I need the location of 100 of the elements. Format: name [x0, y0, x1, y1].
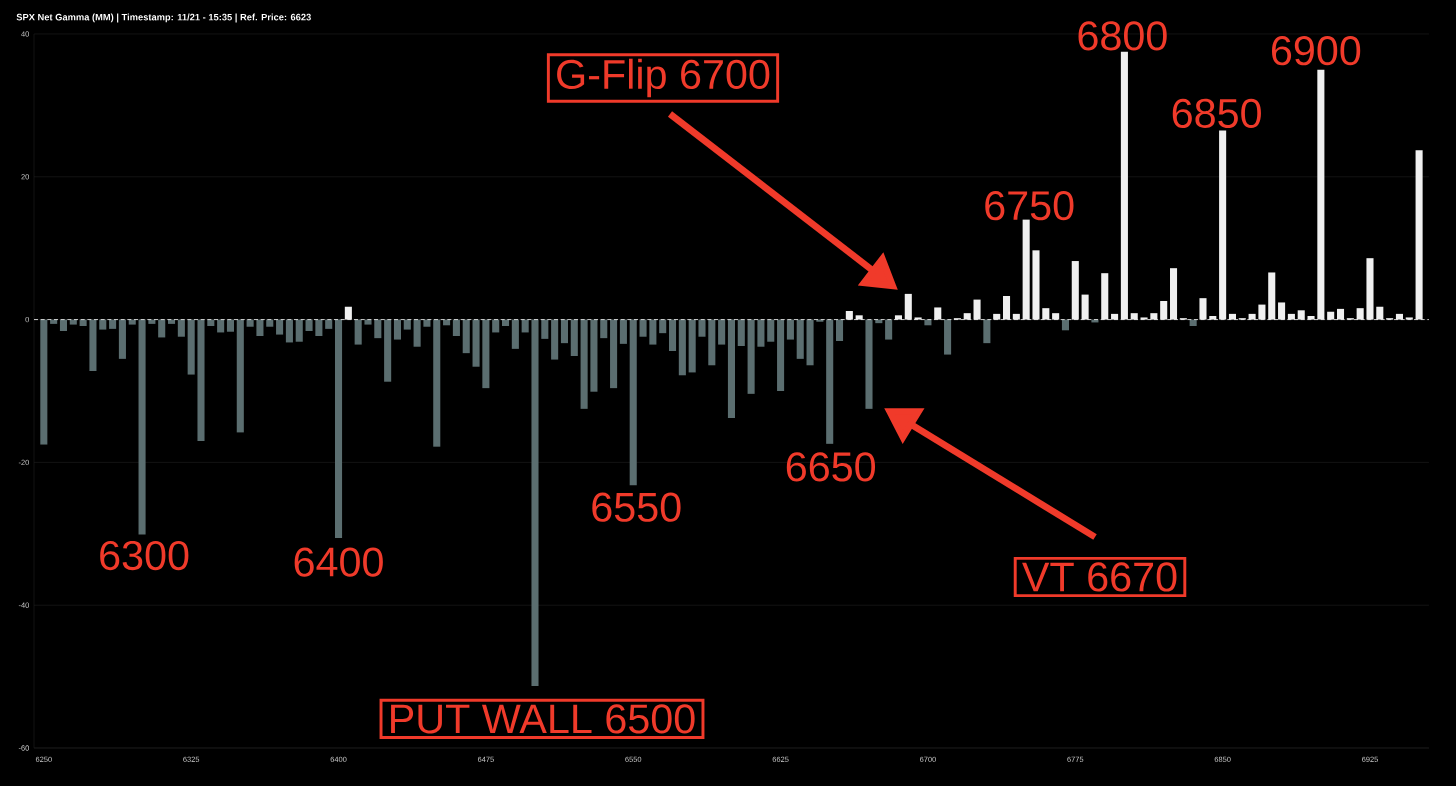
- bar: [678, 319, 686, 376]
- bar: [580, 319, 588, 409]
- bar: [482, 319, 490, 389]
- bar: [148, 319, 156, 324]
- bar: [747, 319, 755, 394]
- bar: [315, 319, 323, 337]
- bar: [708, 319, 716, 366]
- bar: [1258, 304, 1266, 320]
- bar: [698, 319, 706, 337]
- annotation: 6800: [1078, 21, 1167, 51]
- annotation: 6850: [1172, 98, 1261, 128]
- bar: [266, 319, 274, 327]
- bar: [619, 319, 627, 344]
- bar: [99, 319, 107, 330]
- bar: [1317, 69, 1325, 320]
- bar: [1052, 313, 1060, 320]
- bar: [521, 319, 529, 333]
- bar: [629, 319, 637, 486]
- bar: [1189, 319, 1197, 327]
- bar: [1415, 150, 1423, 320]
- bar: [786, 319, 794, 340]
- bar: [354, 319, 362, 345]
- annotation: 6650: [786, 452, 876, 482]
- bar: [167, 319, 176, 324]
- bar: [1002, 296, 1011, 320]
- bar: [826, 319, 834, 444]
- annotation: 6550: [592, 492, 681, 522]
- bar: [639, 319, 647, 337]
- bar: [1297, 310, 1305, 320]
- bar: [217, 319, 225, 333]
- bar: [944, 319, 952, 355]
- bar: [1022, 219, 1030, 320]
- bar: [541, 319, 549, 339]
- bar: [246, 319, 254, 327]
- bar: [590, 319, 598, 392]
- bar: [1012, 313, 1020, 320]
- bar: [334, 319, 343, 539]
- bar: [197, 319, 205, 441]
- bar: [118, 319, 126, 359]
- bar: [393, 319, 401, 340]
- bar: [511, 319, 519, 349]
- bar: [492, 319, 500, 333]
- bar: [236, 319, 244, 433]
- bar: [649, 319, 657, 345]
- bar: [777, 319, 785, 391]
- bar: [177, 319, 185, 337]
- bar: [226, 319, 235, 332]
- bar: [138, 319, 146, 535]
- bar: [413, 319, 421, 347]
- bar: [1160, 301, 1168, 320]
- bar: [600, 319, 608, 339]
- bar: [79, 319, 87, 327]
- bar: [1101, 273, 1109, 320]
- bar: [737, 319, 745, 347]
- bar: [1376, 306, 1384, 320]
- bar: [89, 319, 97, 371]
- bar: [727, 319, 735, 419]
- bar: [305, 319, 313, 332]
- annotation: G-Flip 6700: [557, 58, 770, 98]
- bar: [835, 319, 844, 342]
- bar: [285, 319, 293, 343]
- bar: [69, 319, 77, 325]
- bar: [403, 319, 411, 330]
- bar: [452, 319, 460, 337]
- bar: [1327, 311, 1335, 320]
- bar: [276, 319, 284, 335]
- bar: [1081, 294, 1089, 320]
- bar: [1268, 272, 1276, 320]
- bar: [973, 299, 981, 320]
- bar: [187, 319, 195, 375]
- bar: [109, 319, 117, 329]
- bar: [1366, 258, 1374, 320]
- bar: [531, 319, 539, 686]
- bar: [688, 319, 696, 373]
- bar: [904, 293, 912, 320]
- bar: [668, 319, 677, 352]
- bar: [1071, 261, 1079, 320]
- bar: [865, 319, 873, 409]
- bar: [560, 319, 568, 344]
- bar: [845, 311, 853, 320]
- bar: [551, 319, 559, 360]
- bar: [1169, 268, 1178, 320]
- annotation: 6300: [100, 540, 189, 571]
- bar: [1199, 298, 1207, 320]
- bar: [325, 319, 333, 329]
- bar: [934, 307, 942, 320]
- bar: [718, 319, 726, 345]
- bar: [983, 319, 991, 344]
- bar: [1032, 250, 1040, 320]
- bar: [433, 319, 441, 447]
- bar: [295, 319, 303, 342]
- bar: [344, 306, 352, 320]
- bar: [50, 319, 58, 324]
- annotation: 6750: [985, 191, 1074, 221]
- bar: [1061, 319, 1069, 331]
- annotation: VT 6670: [1022, 562, 1177, 592]
- bar: [40, 319, 48, 445]
- chart-title: SPX Net Gamma (MM) | Timestamp: 11/21 - 15:35 | Ref. Price: 6623: [16, 13, 311, 23]
- bar: [757, 319, 765, 347]
- bar: [1278, 302, 1286, 320]
